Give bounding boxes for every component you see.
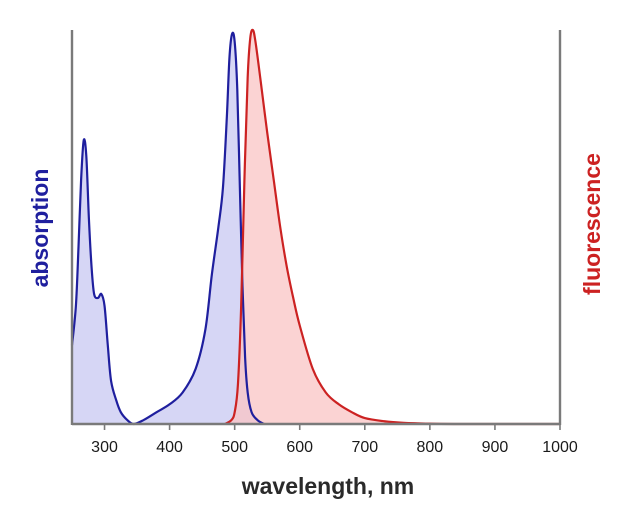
x-tick-label-600: 600 (286, 439, 313, 456)
x-tick-label-500: 500 (221, 439, 248, 456)
right-y-axis-title: fluorescence (579, 153, 605, 295)
fluorescence-line (224, 28, 561, 426)
x-ticks: 300 400 500 600 700 800 900 1000 (91, 424, 578, 456)
fluorescence-area (224, 29, 560, 425)
x-tick-label-700: 700 (351, 439, 378, 456)
absorption-area (72, 32, 264, 424)
x-tick-label-400: 400 (156, 439, 183, 456)
left-y-axis-title: absorption (27, 169, 53, 288)
x-tick-label-1000: 1000 (542, 439, 578, 456)
x-axis-title: wavelength, nm (241, 473, 415, 499)
x-tick-label-800: 800 (417, 439, 444, 456)
x-tick-label-300: 300 (91, 439, 118, 456)
axes-layer (70, 30, 562, 426)
absorption-line (70, 31, 265, 426)
series-layer (70, 28, 561, 426)
x-tick-label-900: 900 (482, 439, 509, 456)
